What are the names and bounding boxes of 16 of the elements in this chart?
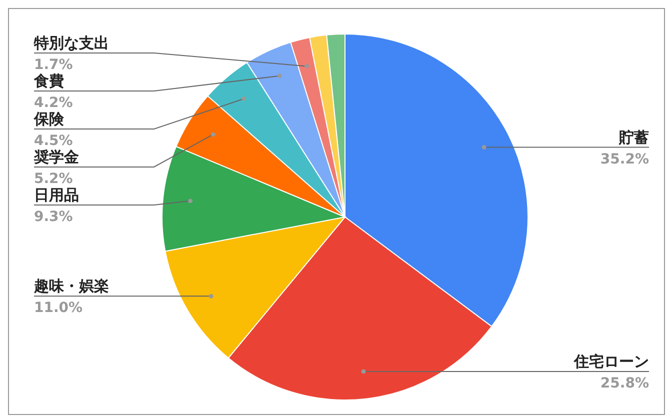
- slice-label: 日用品: [34, 186, 79, 204]
- data-label: 11.0%: [34, 300, 83, 316]
- slice-label: 保険: [33, 110, 65, 128]
- data-label: 4.5%: [34, 133, 73, 149]
- slice-label: 食費: [33, 72, 64, 90]
- slice-label: 趣味・娯楽: [33, 277, 109, 296]
- data-label: 5.2%: [34, 171, 73, 187]
- data-label: 9.3%: [34, 209, 73, 225]
- slice-label: 特別な支出: [33, 34, 109, 52]
- data-label: 1.7%: [34, 57, 73, 73]
- slice-label: 住宅ローン: [573, 352, 649, 370]
- data-label: 25.8%: [600, 375, 649, 392]
- slice-label: 貯蓄: [618, 128, 649, 146]
- data-label: 4.2%: [34, 95, 73, 111]
- slice-label: 奨学金: [33, 148, 79, 166]
- data-label: 35.2%: [600, 151, 649, 168]
